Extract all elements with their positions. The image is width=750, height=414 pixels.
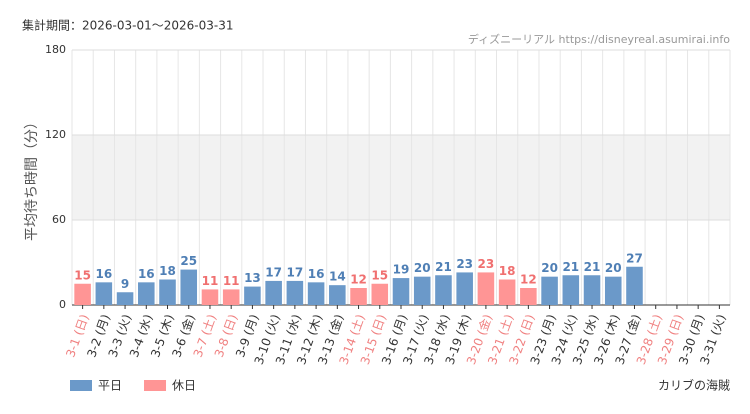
value-label: 20 [605,261,622,275]
bar [477,272,495,305]
y-tick-label: 120 [45,128,66,141]
chart-title: 集計期間：2026-03-01～2026-03-31 [22,18,233,33]
value-label: 12 [520,273,537,287]
bar [626,266,643,305]
bar [456,272,473,305]
value-label: 18 [159,264,176,278]
bar [329,285,346,305]
y-axis-label: 平均待ち時間（分） [24,115,40,241]
bar [562,275,580,305]
value-label: 21 [584,260,601,274]
value-label: 25 [180,254,197,268]
value-label: 16 [95,267,112,281]
bar [265,280,282,305]
value-label: 11 [223,274,240,288]
bar [286,280,304,305]
y-tick-label: 60 [52,213,66,226]
bar [583,275,601,305]
bar [604,276,622,305]
value-label: 15 [74,268,91,282]
source: ディズニーリアル https://disneyreal.asumirai.inf… [468,32,730,46]
bar [371,283,389,305]
bar [116,292,134,305]
bar [350,288,367,305]
value-label: 27 [626,251,643,265]
bar [392,278,410,305]
value-label: 14 [329,270,346,284]
bar [138,282,155,305]
bar [180,269,198,305]
value-label: 12 [350,273,367,287]
y-tick-label: 0 [59,298,66,311]
value-label: 17 [265,265,282,279]
grid-band [72,135,730,220]
value-label: 20 [414,261,431,275]
bar [244,286,261,305]
value-label: 15 [371,268,388,282]
value-label: 16 [308,267,325,281]
bar [222,289,240,305]
bar [520,288,537,305]
legend-label: 平日 [98,379,122,393]
bar [498,279,516,305]
value-label: 20 [541,261,558,275]
value-label: 13 [244,271,261,285]
bar [95,282,113,305]
bar [541,276,558,305]
legend-swatch [70,380,92,391]
value-label: 11 [202,274,219,288]
legend-label: 休日 [172,379,196,393]
value-label: 21 [562,260,579,274]
y-tick-label: 180 [45,43,66,56]
value-label: 9 [121,277,129,291]
attraction: カリブの海賊 [658,378,730,393]
value-label: 18 [499,264,516,278]
bar [159,279,176,305]
value-label: 23 [456,257,473,271]
value-label: 23 [478,257,495,271]
bar [201,289,219,305]
bar [413,276,431,305]
bar [435,275,452,305]
value-label: 21 [435,260,452,274]
value-label: 16 [138,267,155,281]
bar [74,283,91,305]
bar [307,282,325,305]
value-label: 19 [393,263,410,277]
legend-swatch [144,380,167,391]
value-label: 17 [287,265,304,279]
